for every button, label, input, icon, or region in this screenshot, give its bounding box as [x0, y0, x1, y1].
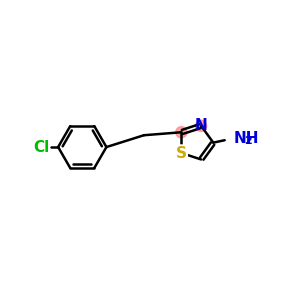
Text: S: S	[176, 146, 187, 160]
Circle shape	[196, 120, 207, 131]
Text: 2: 2	[244, 136, 251, 146]
Text: N: N	[195, 118, 208, 133]
Text: Cl: Cl	[34, 140, 50, 154]
Circle shape	[176, 127, 187, 138]
Text: NH: NH	[234, 131, 260, 146]
